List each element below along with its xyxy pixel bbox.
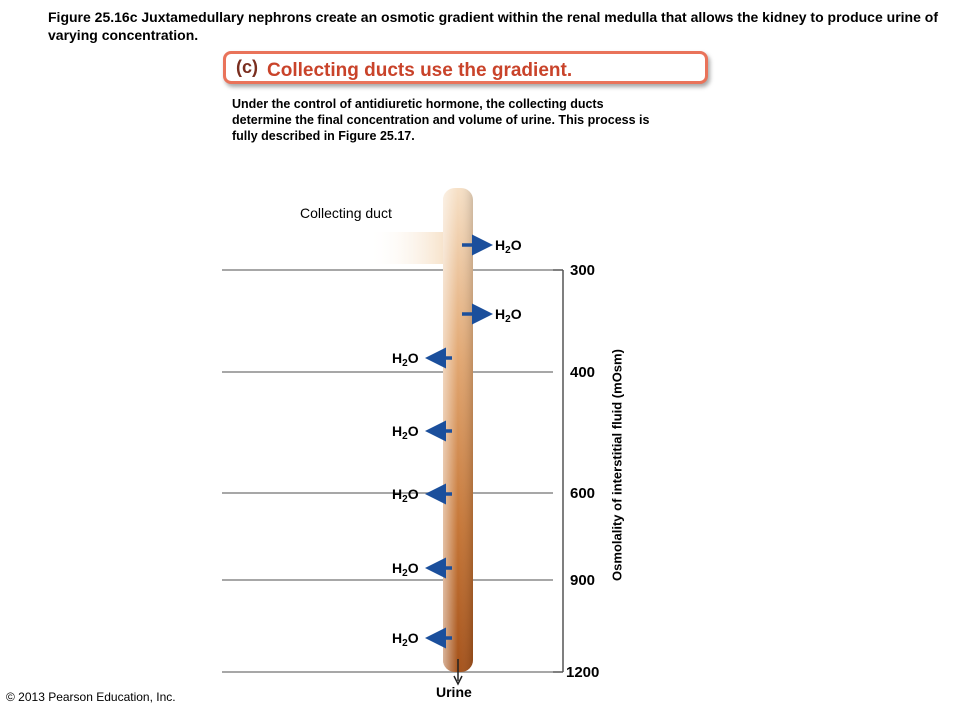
panel-letter: (c) <box>236 57 258 77</box>
osmolality-value-1200: 1200 <box>566 664 600 681</box>
osmolality-value-900: 900 <box>570 572 596 589</box>
water-label: H2O <box>392 630 419 649</box>
axis-label-text: Osmolality of interstitial fluid (mOsm) <box>609 349 625 581</box>
urine-outflow-arrowhead <box>453 675 463 686</box>
osmolality-value-300: 300 <box>570 262 596 279</box>
copyright: © 2013 Pearson Education, Inc. <box>6 690 176 704</box>
panel-heading: Collecting ducts use the gradient. <box>267 60 573 81</box>
duct-side-branch <box>368 232 448 264</box>
water-label: H2O <box>495 237 522 256</box>
duct-highlight <box>443 188 473 672</box>
figure-caption: Figure 25.16c Juxtamedullary nephrons cr… <box>48 9 938 43</box>
panel-banner: (c) Collecting ducts use the gradient. <box>223 51 708 84</box>
panel-description: Under the control of antidiuretic hormon… <box>232 97 650 143</box>
osmolality-value-600: 600 <box>570 485 596 502</box>
urine-label: Urine <box>436 684 472 700</box>
osmolality-value-400: 400 <box>570 364 596 381</box>
water-label: H2O <box>392 350 419 369</box>
water-label: H2O <box>392 560 419 579</box>
water-label: H2O <box>495 306 522 325</box>
water-label: H2O <box>392 423 419 442</box>
water-label: H2O <box>392 486 419 505</box>
collecting-duct-label: Collecting duct <box>300 205 392 221</box>
